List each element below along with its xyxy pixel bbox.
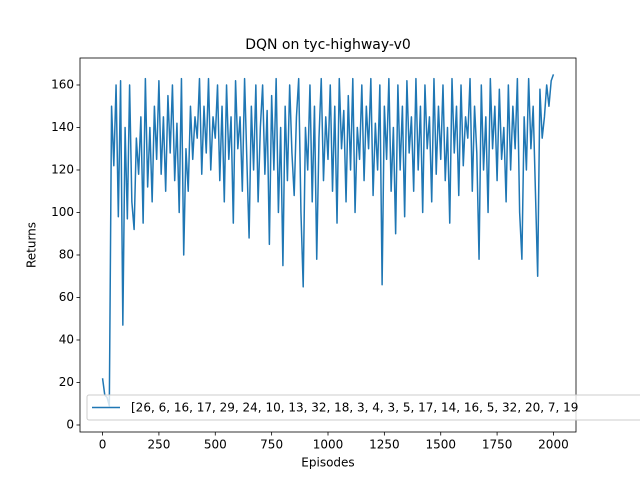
y-axis-label: Returns [25,222,39,268]
y-tick-label: 60 [59,290,74,304]
x-tick-label: 1500 [425,438,456,452]
chart-title: DQN on tyc-highway-v0 [245,37,411,53]
x-tick-label: 250 [147,438,170,452]
y-tick-label: 40 [59,332,74,346]
legend-label: [26, 6, 16, 17, 29, 24, 10, 13, 32, 18, … [131,401,578,415]
x-tick-label: 750 [260,438,283,452]
plot-frame [79,57,577,433]
x-tick-label: 1750 [482,438,513,452]
y-tick-label: 160 [51,77,74,91]
y-tick-label: 120 [51,162,74,176]
y-tick-label: 0 [66,417,74,431]
y-tick-label: 80 [59,247,74,261]
y-tick-label: 100 [51,205,74,219]
x-tick-label: 2000 [538,438,569,452]
y-tick-label: 140 [51,120,74,134]
x-axis-label: Episodes [301,456,354,470]
y-tick-label: 20 [59,375,74,389]
x-tick-label: 1000 [313,438,344,452]
x-tick-label: 0 [99,438,107,452]
x-tick-label: 500 [204,438,227,452]
legend-box [86,394,640,421]
x-tick-label: 1250 [369,438,400,452]
series-line [101,74,555,407]
